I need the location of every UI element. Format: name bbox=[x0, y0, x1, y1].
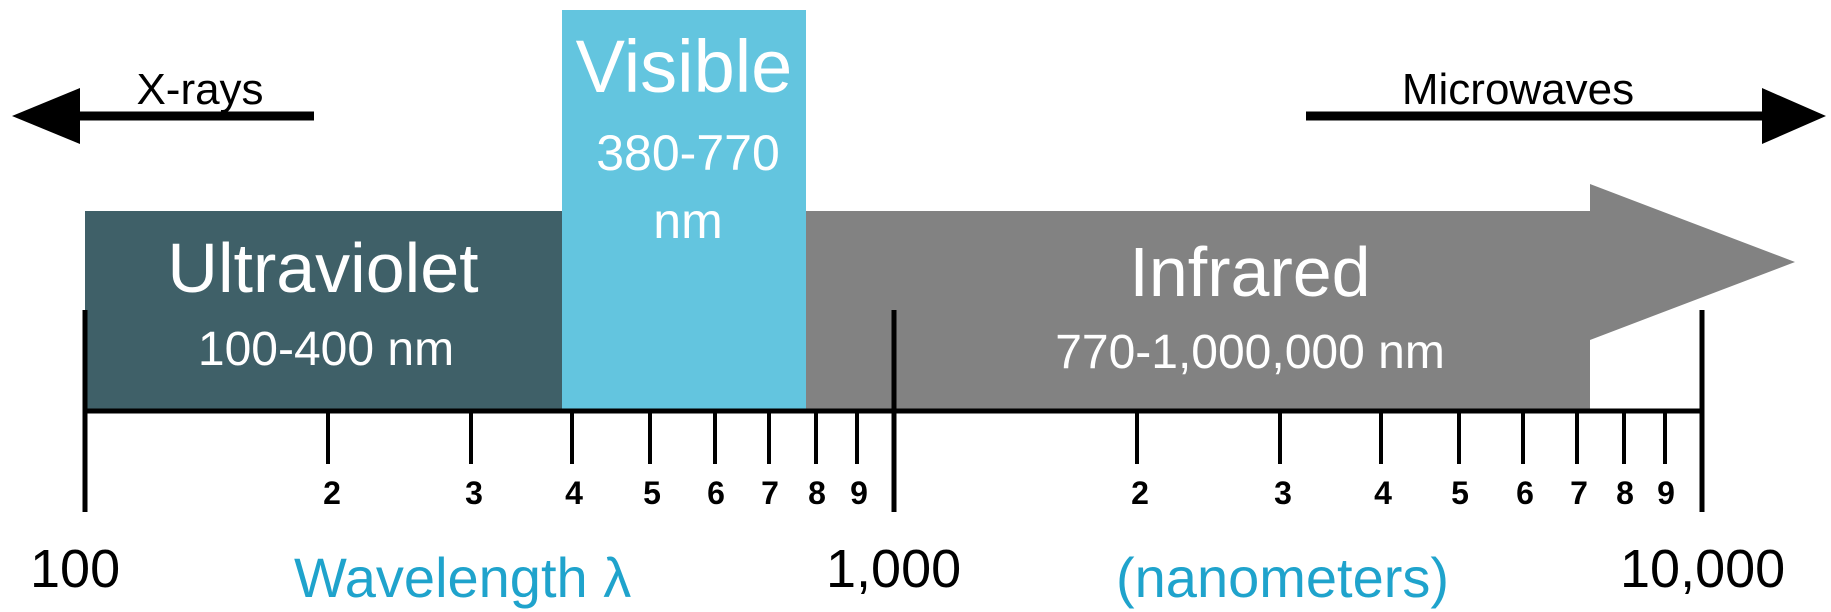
infrared-band bbox=[804, 184, 1795, 411]
minor-ticks-decade2 bbox=[1135, 411, 1667, 464]
minor-label: 4 bbox=[565, 475, 583, 511]
ultraviolet-name: Ultraviolet bbox=[167, 229, 478, 307]
microwaves-label: Microwaves bbox=[1402, 65, 1634, 114]
axis-title-nanometers: (nanometers) bbox=[1116, 546, 1449, 609]
ultraviolet-band bbox=[85, 211, 575, 411]
visible-range-line2: nm bbox=[653, 193, 722, 249]
minor-label: 9 bbox=[1657, 475, 1675, 511]
minor-label: 2 bbox=[1131, 475, 1149, 511]
minor-label: 6 bbox=[1516, 475, 1534, 511]
ultraviolet-range: 100-400 nm bbox=[198, 323, 454, 376]
cropped-header bbox=[60, 0, 1060, 6]
infrared-range: 770-1,000,000 nm bbox=[1055, 326, 1445, 379]
minor-label: 3 bbox=[465, 475, 483, 511]
microwaves-arrow bbox=[1306, 88, 1826, 144]
minor-label: 6 bbox=[707, 475, 725, 511]
minor-label: 7 bbox=[1570, 475, 1588, 511]
visible-name: Visible bbox=[576, 25, 793, 108]
minor-label: 7 bbox=[761, 475, 779, 511]
minor-ticks-decade1 bbox=[326, 411, 859, 464]
minor-label: 3 bbox=[1274, 475, 1292, 511]
xrays-arrow bbox=[12, 88, 314, 144]
minor-label: 9 bbox=[850, 475, 868, 511]
major-label-10000: 10,000 bbox=[1620, 539, 1785, 599]
minor-label: 5 bbox=[643, 475, 661, 511]
axis-title-wavelength: Wavelength λ bbox=[294, 546, 631, 609]
major-label-100: 100 bbox=[30, 539, 120, 599]
minor-label: 8 bbox=[1616, 475, 1634, 511]
visible-range-line1: 380-770 bbox=[596, 125, 780, 181]
infrared-name: Infrared bbox=[1129, 233, 1370, 311]
major-label-1000: 1,000 bbox=[826, 539, 961, 599]
visible-band bbox=[562, 10, 806, 411]
xrays-label: X-rays bbox=[136, 65, 263, 114]
minor-label: 8 bbox=[808, 475, 826, 511]
minor-label: 4 bbox=[1374, 475, 1392, 511]
minor-label: 2 bbox=[323, 475, 341, 511]
minor-label: 5 bbox=[1451, 475, 1469, 511]
